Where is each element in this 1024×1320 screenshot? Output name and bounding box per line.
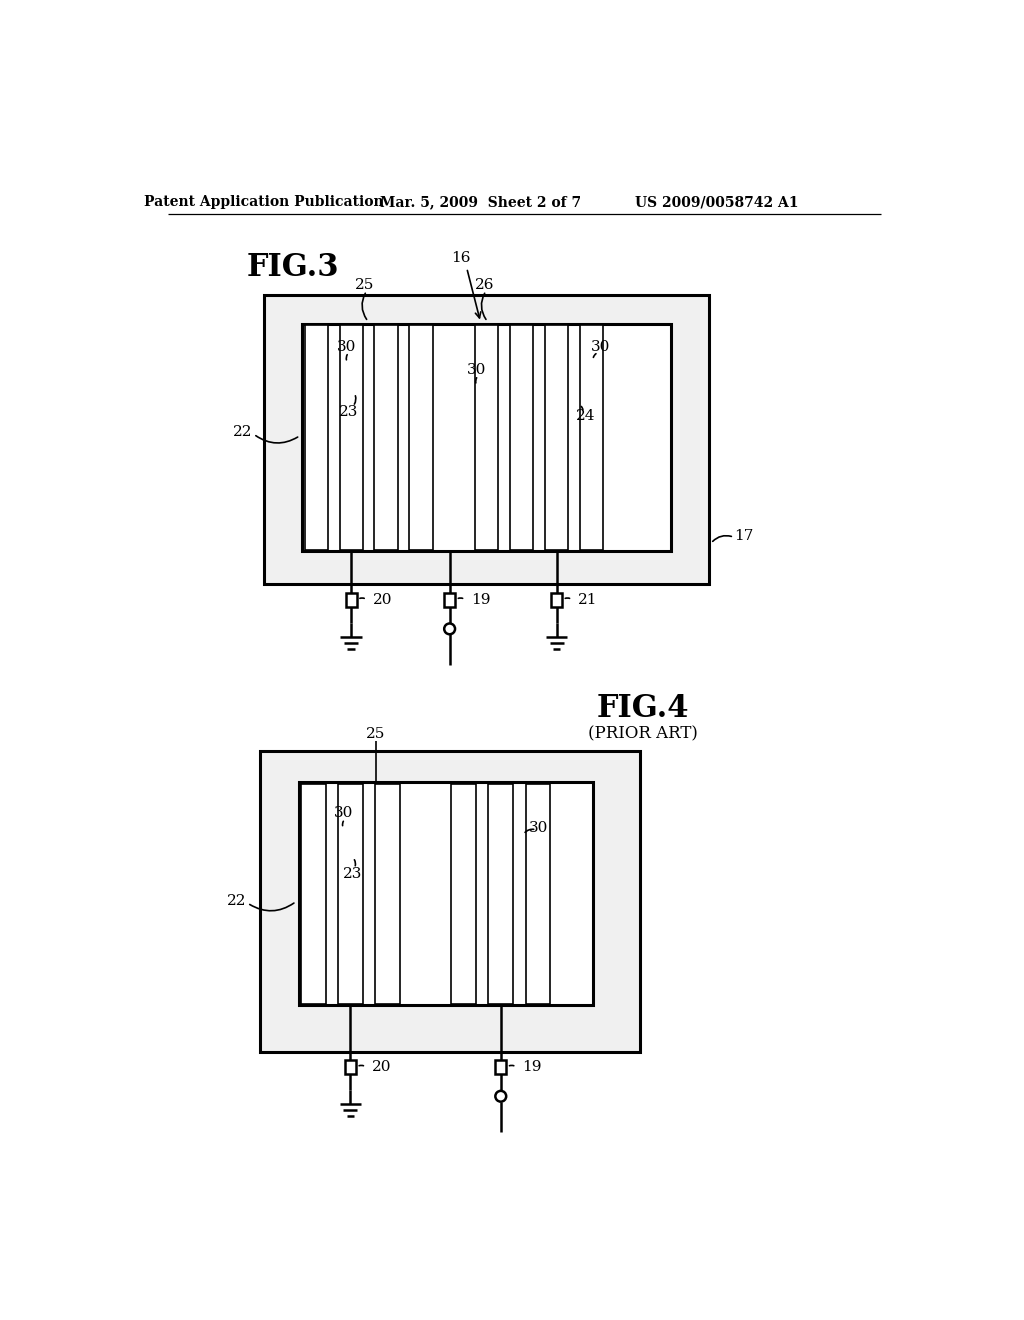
Text: 19: 19: [522, 1060, 542, 1074]
Bar: [346, 593, 356, 607]
Text: 25: 25: [367, 727, 386, 742]
Circle shape: [444, 623, 455, 635]
Text: 19: 19: [471, 593, 490, 607]
Bar: [525, 784, 550, 1003]
Text: Mar. 5, 2009  Sheet 2 of 7: Mar. 5, 2009 Sheet 2 of 7: [380, 195, 582, 210]
Bar: [545, 326, 568, 549]
Bar: [475, 326, 499, 549]
Bar: [375, 326, 397, 549]
Text: 16: 16: [452, 252, 471, 265]
Bar: [410, 326, 432, 549]
Bar: [260, 751, 640, 1052]
Bar: [551, 593, 562, 607]
Text: 30: 30: [467, 363, 486, 378]
Text: 24: 24: [575, 409, 595, 424]
Bar: [305, 326, 328, 549]
Bar: [302, 323, 671, 552]
Text: 23: 23: [343, 867, 362, 882]
Bar: [263, 296, 710, 585]
Bar: [338, 784, 362, 1003]
Bar: [301, 784, 326, 1003]
Text: 26: 26: [475, 279, 495, 293]
Bar: [299, 781, 593, 1006]
Bar: [510, 326, 534, 549]
Text: FIG.3: FIG.3: [247, 252, 339, 284]
Text: US 2009/0058742 A1: US 2009/0058742 A1: [635, 195, 799, 210]
Bar: [580, 326, 603, 549]
Text: 30: 30: [334, 807, 353, 820]
Text: 17: 17: [734, 529, 754, 543]
Bar: [452, 784, 476, 1003]
Bar: [340, 326, 362, 549]
Bar: [345, 1060, 356, 1074]
Bar: [375, 784, 400, 1003]
Bar: [444, 593, 455, 607]
Text: 20: 20: [372, 1060, 391, 1074]
Text: 30: 30: [337, 341, 356, 354]
Text: 23: 23: [339, 405, 358, 420]
Text: 22: 22: [226, 895, 246, 908]
Text: 21: 21: [579, 593, 598, 607]
Text: 20: 20: [373, 593, 392, 607]
Bar: [496, 1060, 506, 1074]
Circle shape: [496, 1090, 506, 1102]
Text: (PRIOR ART): (PRIOR ART): [589, 726, 698, 743]
Text: FIG.4: FIG.4: [597, 693, 689, 725]
Text: Patent Application Publication: Patent Application Publication: [143, 195, 383, 210]
Text: 25: 25: [354, 279, 374, 293]
Text: 22: 22: [232, 425, 253, 438]
Text: 30: 30: [591, 341, 610, 354]
Text: 30: 30: [529, 821, 549, 836]
Bar: [488, 784, 513, 1003]
